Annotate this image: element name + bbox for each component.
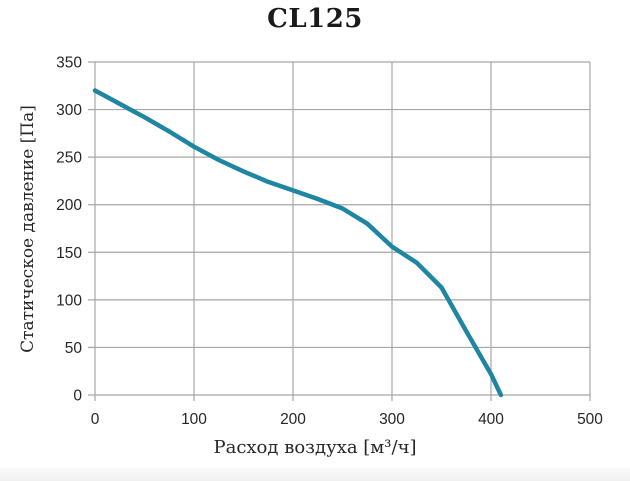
x-tick-label: 500 xyxy=(577,411,603,428)
y-tick-label: 250 xyxy=(56,150,82,167)
x-tick-label: 0 xyxy=(91,411,100,428)
x-tick-label: 400 xyxy=(478,411,504,428)
y-tick-label: 50 xyxy=(65,340,83,357)
y-tick-label: 300 xyxy=(56,102,82,119)
fan-performance-curve xyxy=(92,88,504,398)
y-tick-label: 100 xyxy=(56,292,82,309)
y-tick-label: 350 xyxy=(56,55,82,72)
chart-title: CL125 xyxy=(267,4,363,34)
x-axis-title: Расход воздуха [м³/ч] xyxy=(213,437,417,458)
x-tick-label: 100 xyxy=(181,411,207,428)
bottom-edge-strip xyxy=(0,468,630,481)
y-tick-label: 200 xyxy=(56,197,82,214)
y-tick-label: 150 xyxy=(56,245,82,262)
x-tick-label: 300 xyxy=(379,411,405,428)
x-tick-label: 200 xyxy=(280,411,306,428)
y-tick-label: 0 xyxy=(73,388,82,405)
